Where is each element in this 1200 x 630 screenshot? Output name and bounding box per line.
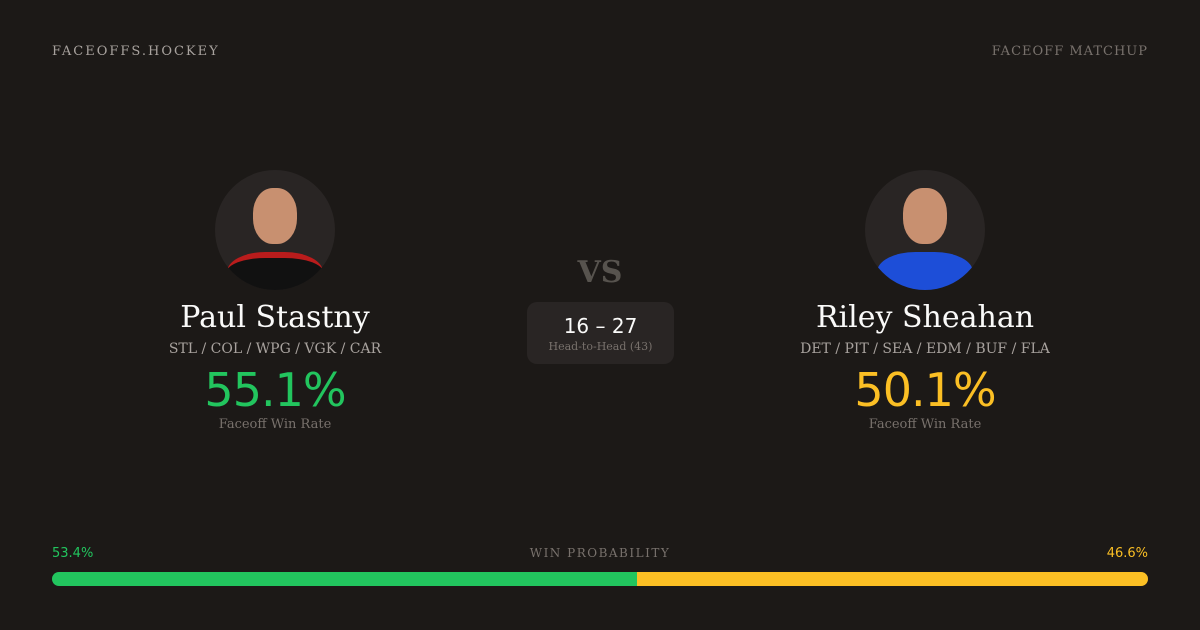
player-2-win-rate: 50.1% <box>854 363 996 417</box>
player-1-win-rate: 55.1% <box>204 363 346 417</box>
player-2-probability: 46.6% <box>1106 546 1148 561</box>
vs-label: VS <box>577 255 623 290</box>
player-2-avatar <box>865 170 985 290</box>
head-to-head-label: Head-to-Head (43) <box>548 340 653 353</box>
head-to-head-score: 16 – 27 <box>563 314 638 338</box>
player-1-win-rate-label: Faceoff Win Rate <box>218 417 332 432</box>
player-2-card: Riley Sheahan DET / PIT / SEA / EDM / BU… <box>725 170 1125 432</box>
player-2-teams: DET / PIT / SEA / EDM / BUF / FLA <box>800 341 1050 357</box>
site-brand: FACEOFFS.HOCKEY <box>52 44 220 59</box>
win-probability-bar <box>52 572 1148 586</box>
head-to-head-box: 16 – 27 Head-to-Head (43) <box>527 302 674 364</box>
player-1-teams: STL / COL / WPG / VGK / CAR <box>168 341 382 357</box>
win-probability-title: WIN PROBABILITY <box>529 546 671 560</box>
player-1-name: Paul Stastny <box>180 300 370 335</box>
player-1-card: Paul Stastny STL / COL / WPG / VGK / CAR… <box>75 170 475 432</box>
player-2-name: Riley Sheahan <box>815 300 1035 335</box>
player-2-probability-fill <box>637 572 1148 586</box>
player-2-win-rate-label: Faceoff Win Rate <box>868 417 982 432</box>
player-1-probability: 53.4% <box>52 546 94 561</box>
player-1-probability-fill <box>52 572 638 586</box>
player-1-avatar <box>215 170 335 290</box>
page-tag: FACEOFF MATCHUP <box>991 44 1148 59</box>
